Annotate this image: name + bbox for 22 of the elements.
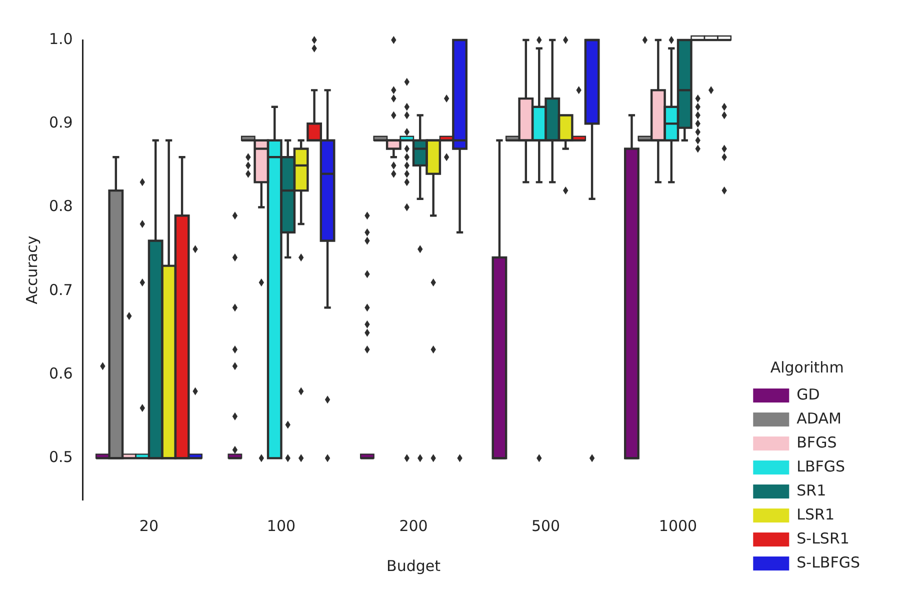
x-tick-label: 500: [531, 516, 560, 535]
legend-label: GD: [796, 385, 820, 404]
x-tick-label: 100: [266, 516, 296, 535]
legend-label: S-LBFGS: [796, 553, 860, 572]
y-tick-label: 1.0: [48, 30, 73, 48]
legend-label: S-LSR1: [796, 529, 850, 548]
x-axis-title: Budget: [386, 556, 441, 575]
legend-label: BFGS: [796, 433, 837, 452]
x-tick-label: 20: [139, 516, 159, 535]
legend-label: LSR1: [796, 505, 835, 524]
y-axis-title: Accuracy: [22, 236, 41, 304]
legend-label: LBFGS: [796, 457, 846, 476]
legend-label: SR1: [796, 481, 826, 500]
legend-label: ADAM: [796, 409, 842, 428]
y-tick-label: 0.8: [48, 197, 73, 216]
x-tick-label: 1000: [658, 516, 698, 535]
y-tick-label: 0.7: [48, 280, 73, 299]
x-tick-label: 200: [399, 516, 428, 535]
legend-title: Algorithm: [770, 358, 844, 376]
y-tick-label: 0.6: [48, 364, 73, 382]
y-tick-label: 0.9: [48, 114, 73, 132]
y-tick-label: 0.5: [48, 448, 73, 466]
